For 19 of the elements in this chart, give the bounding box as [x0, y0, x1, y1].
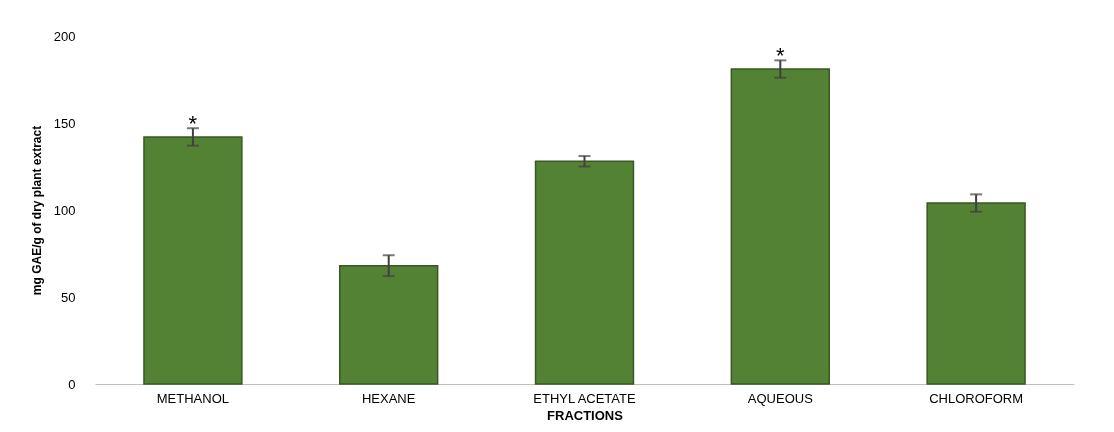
bar [143, 136, 243, 385]
bar [926, 202, 1026, 385]
x-tick-label: AQUEOUS [747, 390, 814, 406]
x-tick-label: HEXANE [361, 390, 416, 406]
x-axis-title: FRACTIONS [547, 407, 624, 423]
x-tick-label: ETHYL ACETATE [533, 390, 636, 406]
x-tick-label: METHANOL [156, 390, 230, 406]
annotation: * [776, 43, 786, 69]
y-tick-label: 150 [53, 115, 76, 131]
annotation: * [188, 111, 198, 137]
y-tick-label: 100 [53, 202, 76, 218]
y-tick-label: 0 [68, 376, 76, 392]
bar [534, 160, 635, 385]
bar [339, 264, 439, 385]
y-tick-label: 200 [53, 28, 76, 44]
x-tick-label: CHLOROFORM [929, 390, 1024, 406]
y-tick-label: 50 [61, 289, 76, 305]
bar [730, 68, 830, 385]
y-axis-title: mg GAE/g of dry plant extract [29, 125, 44, 296]
